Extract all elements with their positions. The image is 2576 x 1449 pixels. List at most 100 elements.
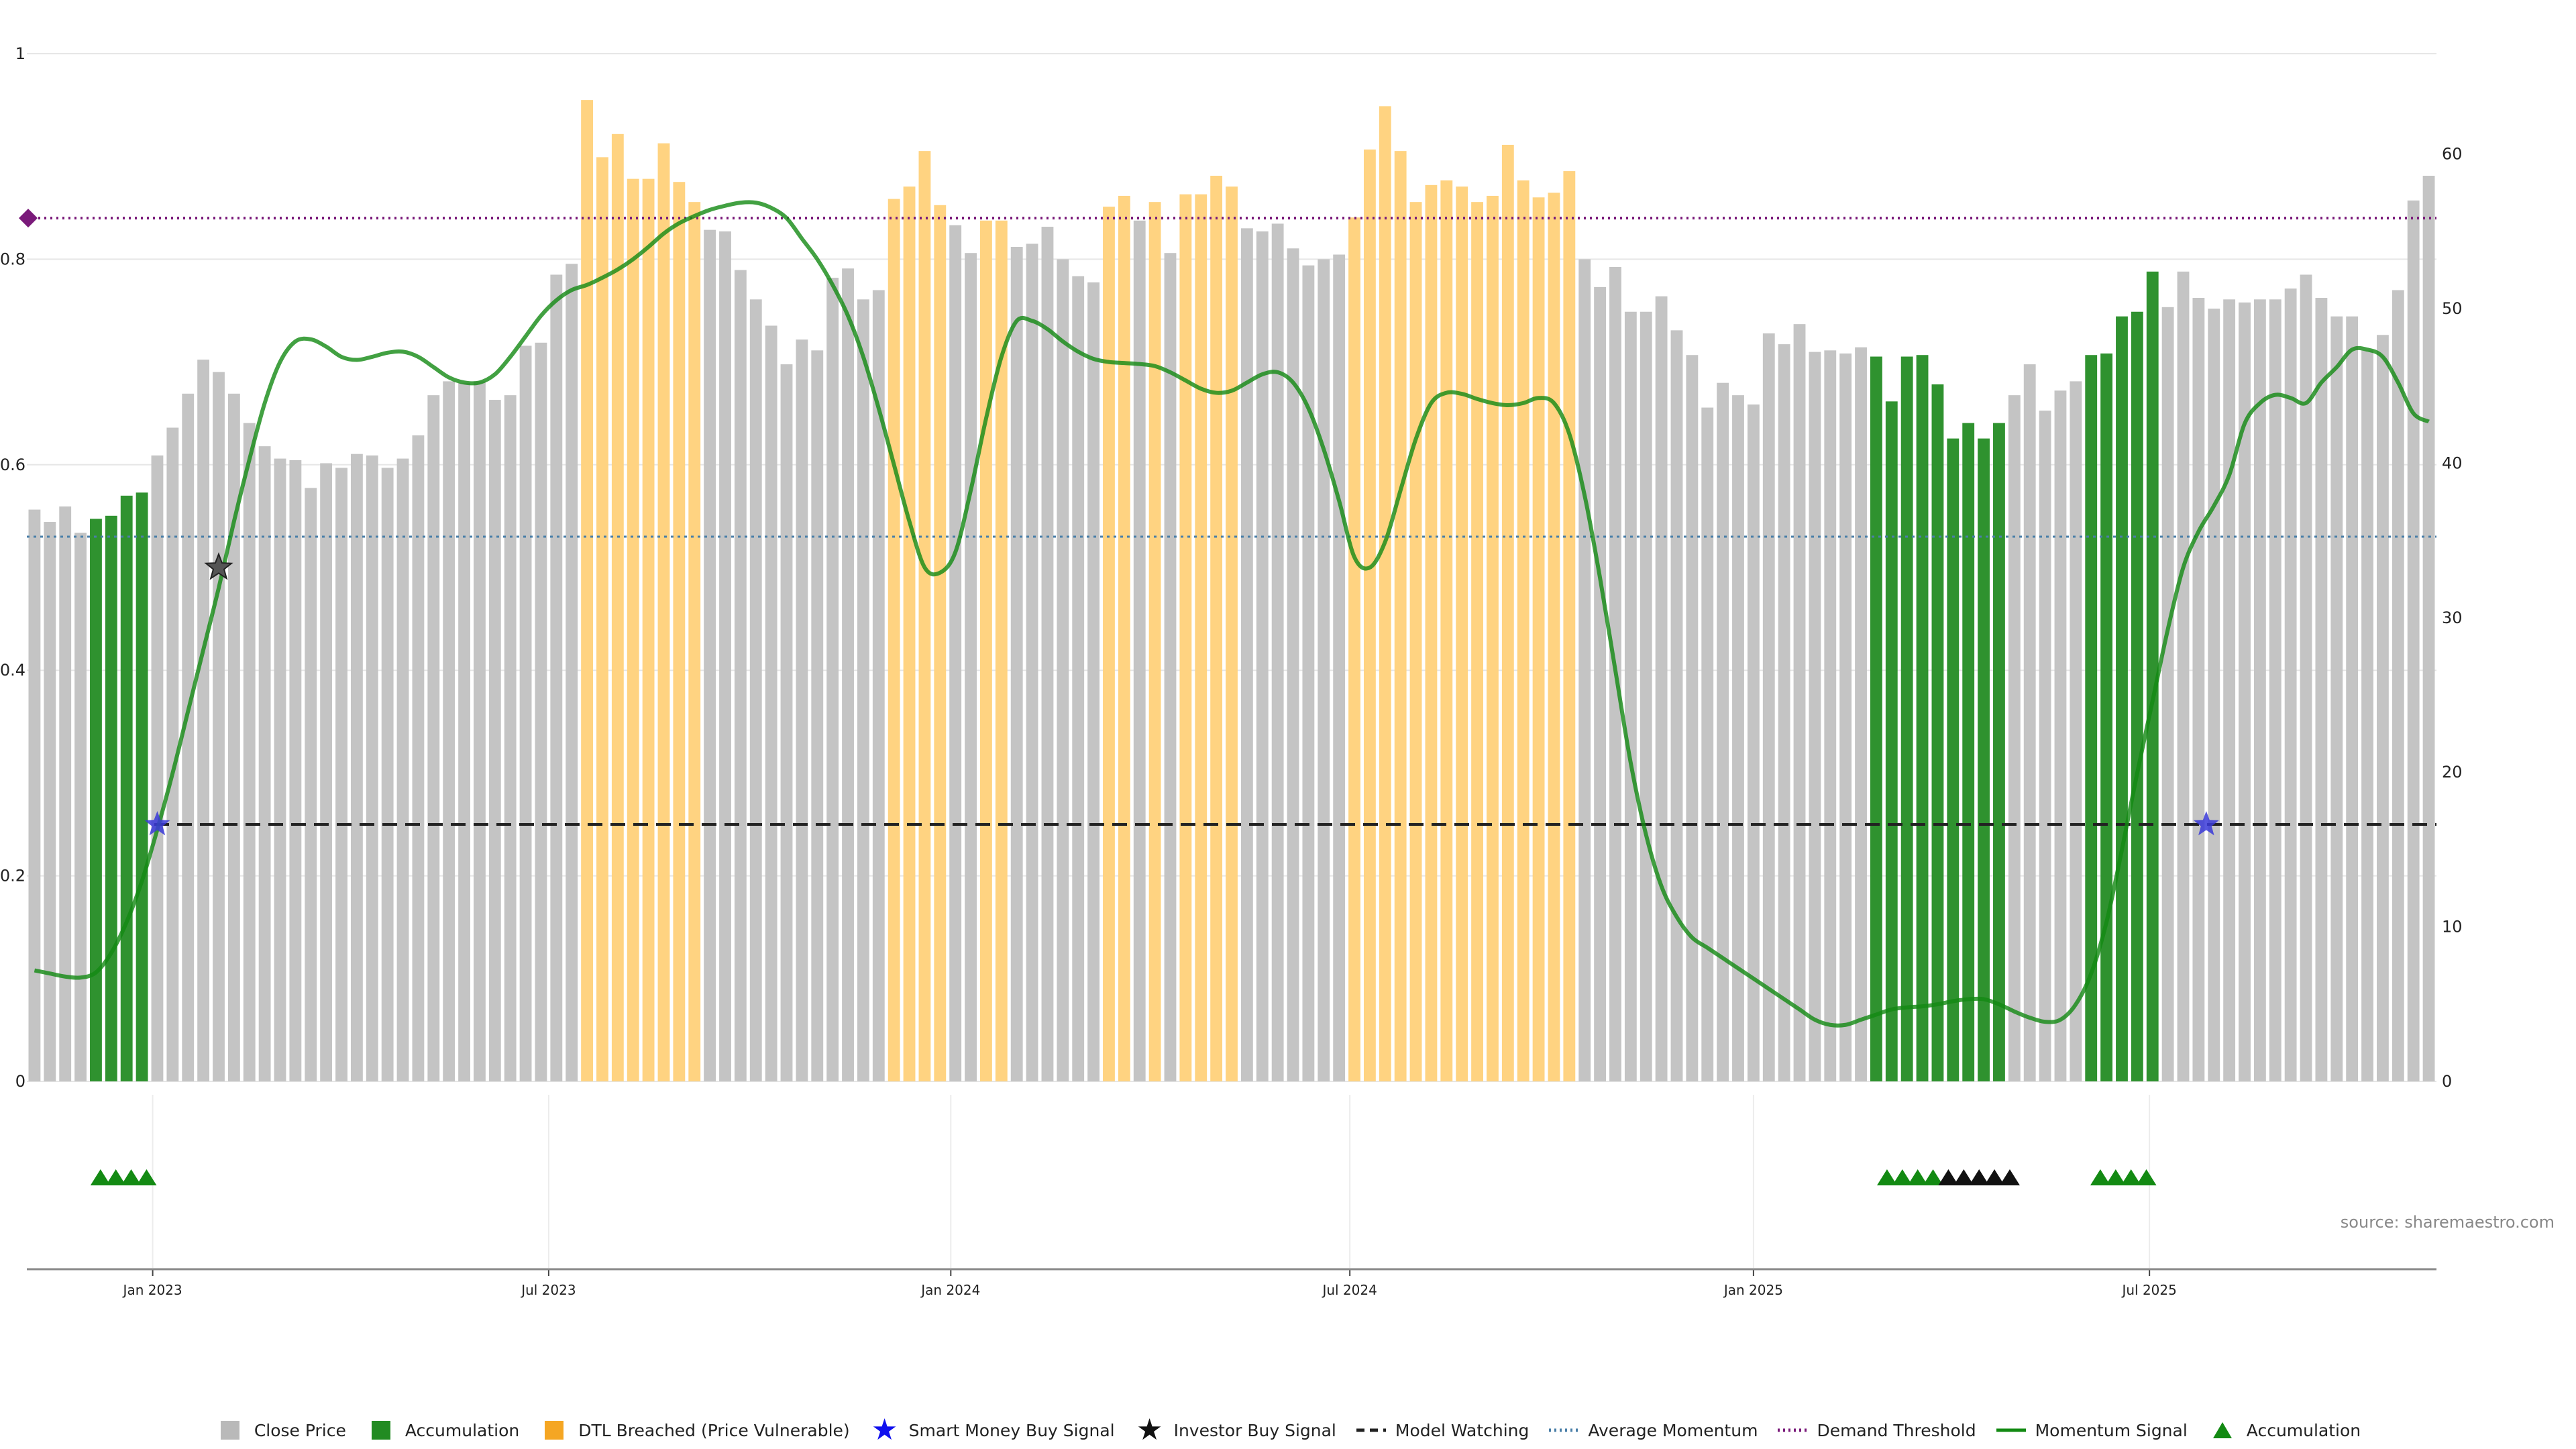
dtl-breached-bar <box>688 202 701 1081</box>
accumulation-bar <box>1900 356 1913 1081</box>
x-tick-label: Jul 2023 <box>520 1282 576 1298</box>
legend-item: Close Price <box>215 1421 346 1440</box>
close-price-bar <box>1809 352 1821 1082</box>
close-price-bar <box>504 395 517 1081</box>
close-price-bar <box>1701 407 1714 1081</box>
close-price-bar <box>1318 259 1330 1081</box>
close-price-bar <box>74 533 87 1081</box>
dtl-breached-bar <box>657 143 670 1081</box>
legend-label: Demand Threshold <box>1817 1420 1976 1440</box>
close-price-bar <box>2422 175 2435 1082</box>
dtl-breached-bar <box>1363 149 1376 1081</box>
close-price-bar <box>258 446 271 1081</box>
legend-item: Accumulation <box>2208 1421 2361 1440</box>
dtl-breached-bar <box>1348 217 1360 1081</box>
close-price-bar <box>2023 364 2036 1081</box>
close-price-bar <box>734 270 747 1081</box>
right-tick-label: 0 <box>2442 1072 2452 1091</box>
close-price-bar <box>335 468 347 1081</box>
close-price-bar <box>1670 330 1683 1081</box>
dtl-breached-bar <box>903 186 916 1082</box>
accumulation-triangle <box>121 1169 142 1185</box>
dtl-breached-bar <box>1409 202 1422 1081</box>
x-tick-label: Jul 2025 <box>2121 1282 2176 1298</box>
close-price-bar <box>1164 253 1177 1082</box>
close-price-bar <box>350 453 363 1081</box>
close-price-bar <box>1133 220 1146 1081</box>
legend-item: ★ Smart Money Buy Signal <box>870 1413 1115 1447</box>
close-price-bar <box>366 455 378 1081</box>
x-tick-label: Jan 2023 <box>122 1282 182 1298</box>
close-price-bar <box>1287 248 1299 1081</box>
legend-item: DTL Breached (Price Vulnerable) <box>539 1421 850 1440</box>
close-price-bar <box>28 509 41 1081</box>
dot-icon <box>1778 1421 1808 1440</box>
dtl-breached-bar <box>642 178 655 1082</box>
dtl-breached-bar <box>888 199 900 1082</box>
close-price-bar <box>2192 297 2205 1081</box>
investor-buy-star <box>204 552 233 580</box>
dtl-breached-bar <box>1440 180 1453 1082</box>
dtl-breached-bar <box>1195 194 1208 1082</box>
accumulation-triangle <box>1953 1169 1974 1185</box>
close-price-bar <box>826 278 839 1081</box>
close-price-bar <box>2253 299 2266 1081</box>
close-price-bar <box>857 299 869 1081</box>
close-price-bar <box>1026 244 1038 1081</box>
source-label: source: sharemaestro.com <box>2341 1213 2555 1232</box>
accumulation-bar <box>1947 438 1960 1081</box>
dtl-breached-bar <box>995 220 1008 1081</box>
right-tick-label: 20 <box>2442 763 2463 782</box>
accumulation-bar <box>90 519 102 1081</box>
close-price-bar <box>796 339 808 1081</box>
close-price-bar <box>227 393 240 1081</box>
close-price-bar <box>320 463 333 1081</box>
close-price-bar <box>243 423 256 1081</box>
dtl-breached-bar <box>673 182 686 1081</box>
close-price-bar <box>519 345 532 1081</box>
legend-label: Accumulation <box>2246 1420 2361 1440</box>
left-tick-label: 0.8 <box>0 250 25 268</box>
dtl-breached-bar <box>1179 194 1192 1082</box>
close-price-bar <box>1839 353 1852 1081</box>
close-price-bar <box>842 268 854 1082</box>
accumulation-bar <box>2100 353 2113 1081</box>
star-icon: ★ <box>1136 1413 1163 1447</box>
star-icon: ★ <box>871 1413 898 1447</box>
dtl-breached-bar <box>1394 151 1407 1081</box>
smart-money-buy-star <box>2193 811 2219 836</box>
momentum-signal-line <box>34 200 2430 1028</box>
legend-item: Accumulation <box>366 1421 519 1440</box>
dtl-breached-bar <box>1456 186 1468 1082</box>
close-price-bar <box>1057 259 1069 1081</box>
x-tick-label: Jul 2024 <box>1321 1282 1377 1298</box>
close-price-bar <box>550 274 563 1081</box>
close-price-bar <box>1087 282 1100 1081</box>
close-price-bar <box>289 460 302 1081</box>
dtl-breached-bar <box>611 133 624 1081</box>
dtl-breached-bar <box>1471 202 1483 1081</box>
close-price-bar <box>1655 296 1668 1082</box>
dtl-breached-bar <box>1226 186 1238 1082</box>
close-price-bar <box>2315 297 2328 1081</box>
right-tick-label: 50 <box>2442 299 2463 318</box>
close-price-bar <box>182 393 195 1081</box>
right-tick-label: 30 <box>2442 608 2463 627</box>
left-tick-label: 0.6 <box>0 455 25 474</box>
demand-threshold-marker <box>19 209 38 228</box>
close-price-bar <box>1041 227 1054 1082</box>
accumulation-bar <box>1885 401 1898 1081</box>
close-price-bar <box>1686 355 1699 1081</box>
close-price-bar <box>780 364 793 1081</box>
dtl-breached-bar <box>1118 195 1130 1082</box>
close-price-bar <box>2054 390 2067 1082</box>
accumulation-bar <box>1870 356 1882 1081</box>
accumulation-bar <box>1931 384 1944 1081</box>
close-price-bar <box>412 435 425 1081</box>
legend-item: Demand Threshold <box>1778 1421 1976 1440</box>
legend-item: Model Watching <box>1356 1421 1529 1440</box>
accumulation-triangle <box>1876 1169 1897 1185</box>
x-tick-label: Jan 2025 <box>1723 1282 1783 1298</box>
